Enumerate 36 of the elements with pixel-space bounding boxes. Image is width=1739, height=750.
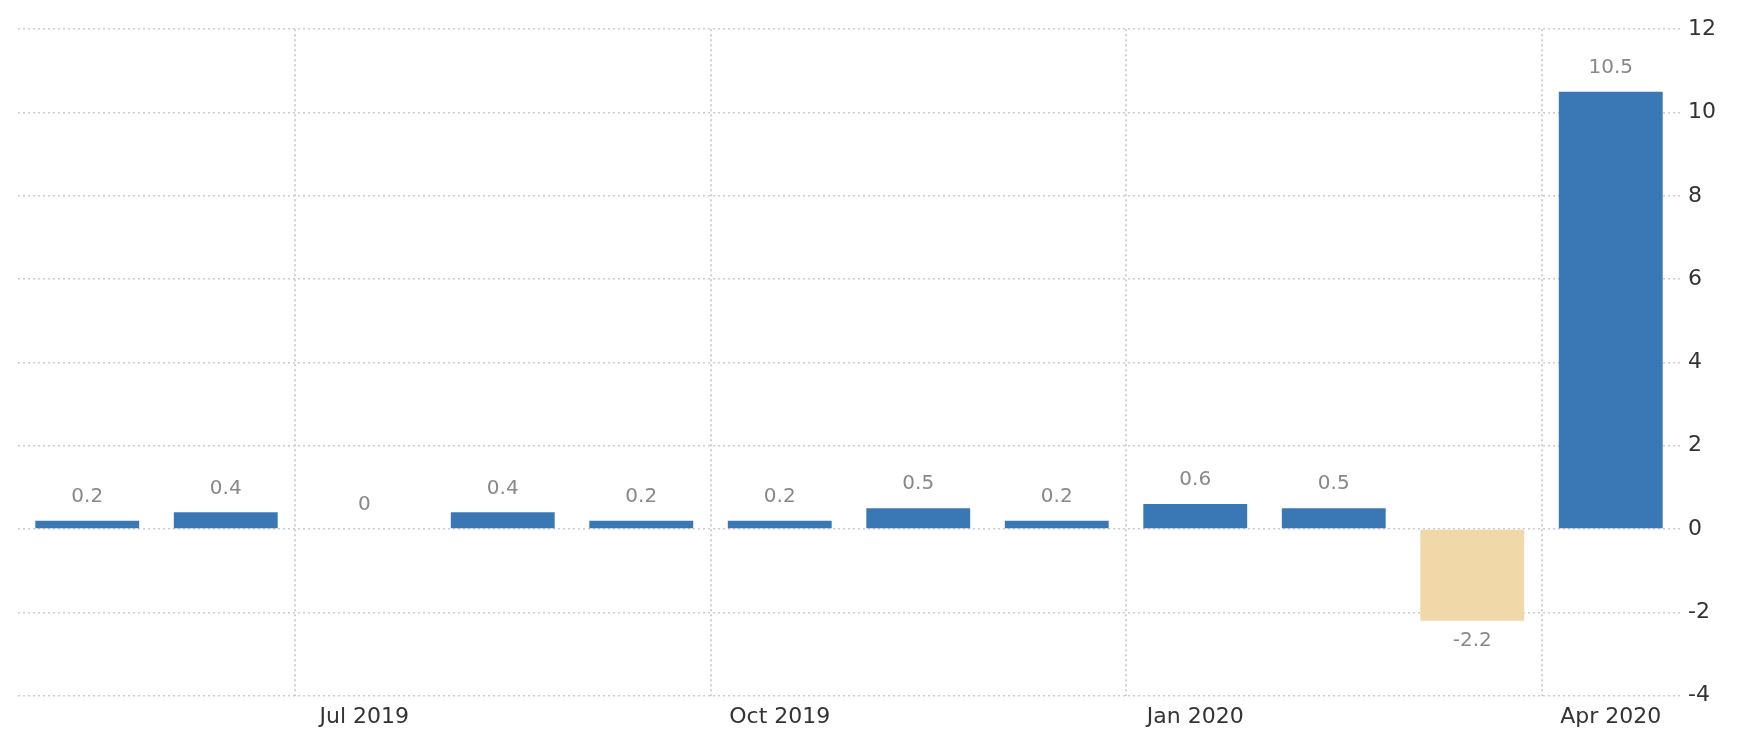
x-tick-label: Apr 2020	[1560, 702, 1662, 728]
data-label: 0.6	[1179, 466, 1212, 491]
y-tick-label: 8	[1688, 181, 1703, 207]
y-tick-label: 0	[1688, 514, 1703, 540]
bar	[727, 520, 832, 529]
bar	[1143, 504, 1248, 529]
bar	[1004, 520, 1109, 529]
bar	[866, 508, 971, 529]
x-tick-label: Jul 2019	[317, 702, 410, 728]
data-label: 0.4	[486, 474, 519, 499]
y-tick-label: 4	[1688, 348, 1703, 374]
data-label: 0.2	[71, 482, 104, 507]
data-label: 0.2	[763, 482, 796, 507]
data-label: 0.2	[625, 482, 658, 507]
data-label: 0.5	[902, 470, 935, 495]
bar	[1420, 529, 1525, 621]
y-tick-label: -4	[1688, 681, 1710, 707]
data-label: 0.2	[1040, 482, 1073, 507]
bar	[173, 512, 278, 529]
y-tick-label: -2	[1688, 598, 1710, 624]
data-label: -2.2	[1452, 626, 1492, 651]
bar	[1281, 508, 1386, 529]
data-label: 0.5	[1317, 470, 1350, 495]
data-label: 0.4	[209, 474, 242, 499]
bar	[1558, 91, 1663, 529]
y-tick-label: 6	[1688, 264, 1703, 290]
y-tick-label: 12	[1688, 14, 1717, 40]
data-label: 10.5	[1588, 53, 1634, 78]
bar	[450, 512, 555, 529]
bar	[35, 520, 140, 529]
x-tick-label: Oct 2019	[729, 702, 831, 728]
data-label: 0	[357, 491, 371, 516]
bar	[589, 520, 694, 529]
y-tick-label: 10	[1688, 98, 1717, 124]
y-tick-label: 2	[1688, 431, 1703, 457]
x-tick-label: Jan 2020	[1144, 702, 1244, 728]
